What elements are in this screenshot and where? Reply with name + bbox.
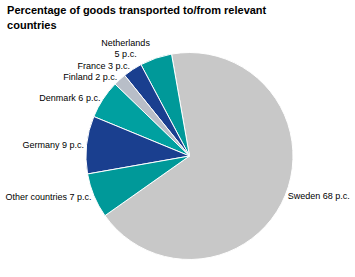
svg-text:Sweden 68 p.c.: Sweden 68 p.c. bbox=[288, 191, 350, 201]
svg-text:France 3 p.c.: France 3 p.c. bbox=[77, 61, 130, 71]
svg-text:Netherlands5 p.c.: Netherlands5 p.c. bbox=[101, 38, 150, 60]
svg-text:Percentage of goods transporte: Percentage of goods transported to/from … bbox=[7, 4, 266, 30]
svg-text:Other countries 7 p.c.: Other countries 7 p.c. bbox=[5, 192, 91, 202]
svg-text:Germany 9 p.c.: Germany 9 p.c. bbox=[23, 140, 85, 150]
svg-text:Denmark 6 p.c.: Denmark 6 p.c. bbox=[39, 93, 100, 103]
svg-text:Finland 2 p.c.: Finland 2 p.c. bbox=[63, 72, 117, 82]
